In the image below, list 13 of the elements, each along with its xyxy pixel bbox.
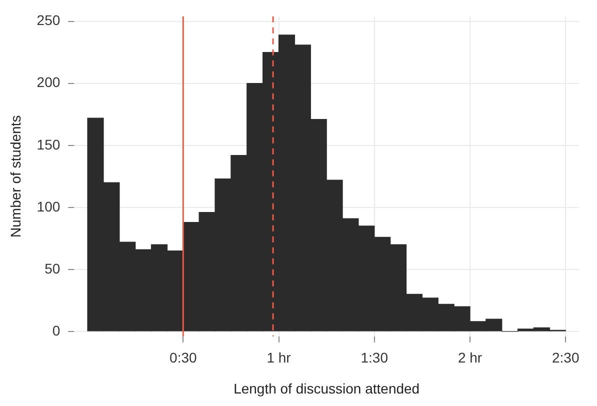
x-axis-title: Length of discussion attended [234, 380, 420, 396]
x-tick-label: 1 hr [266, 350, 292, 366]
x-tick-label: 0:30 [170, 350, 197, 366]
y-tick-label: 150 [36, 136, 60, 152]
y-tick-label: 200 [36, 74, 60, 90]
x-tick-label: 2 hr [458, 350, 482, 366]
y-tick-label: 50 [44, 260, 60, 276]
x-tick-label: 2:30 [552, 350, 580, 366]
y-tick-label: 250 [36, 12, 60, 28]
y-axis-title: Number of students [7, 115, 24, 238]
y-tick-label: 0 [52, 322, 60, 338]
x-tick-label: 1:30 [360, 350, 388, 366]
y-tick-label: 100 [36, 198, 60, 214]
